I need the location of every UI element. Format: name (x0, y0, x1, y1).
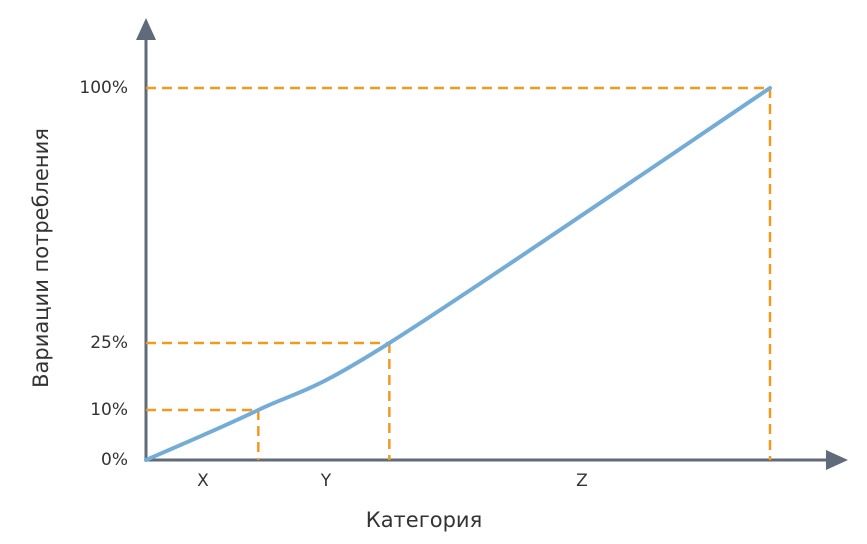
y-tick-label: 10% (90, 400, 128, 420)
category-label: Z (576, 471, 588, 491)
y-tick-label: 0% (101, 450, 128, 470)
y-axis-title: Вариации потребления (29, 128, 53, 388)
x-axis-title: Категория (366, 508, 482, 532)
y-tick-label: 100% (79, 78, 128, 98)
y-axis-arrow (136, 18, 156, 40)
category-label: X (197, 471, 209, 491)
series-layer (144, 86, 772, 462)
guide-lines (146, 86, 772, 460)
series-line (144, 86, 772, 462)
y-tick-label: 25% (90, 333, 128, 353)
x-axis-arrow (826, 450, 848, 470)
category-label: Y (320, 471, 332, 491)
